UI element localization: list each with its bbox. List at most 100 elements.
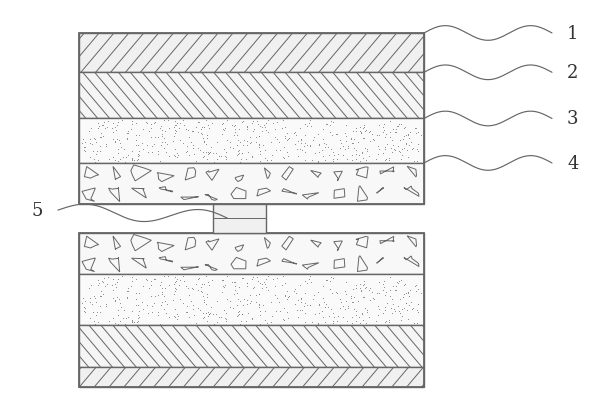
Point xyxy=(168,139,178,145)
Bar xyxy=(213,204,266,233)
Point xyxy=(327,290,337,297)
Point xyxy=(200,281,209,288)
Point xyxy=(188,302,198,309)
Point xyxy=(258,281,267,287)
Point xyxy=(127,118,136,125)
Point xyxy=(127,318,136,324)
Point xyxy=(403,316,413,323)
Point xyxy=(368,136,377,143)
Point xyxy=(128,148,138,155)
Point xyxy=(358,126,368,132)
Point xyxy=(207,277,216,283)
Point xyxy=(242,281,251,287)
Point xyxy=(310,151,319,157)
Point xyxy=(291,133,300,139)
Point xyxy=(343,303,353,310)
Point xyxy=(170,274,179,281)
Point xyxy=(144,285,154,292)
Point xyxy=(319,299,329,306)
Point xyxy=(120,159,130,166)
Point xyxy=(222,137,231,144)
Point xyxy=(364,314,373,321)
Point xyxy=(104,156,114,163)
Point xyxy=(255,148,264,155)
Point xyxy=(91,140,101,146)
Point xyxy=(260,308,270,315)
Point xyxy=(349,299,358,306)
Point xyxy=(156,142,166,149)
Point xyxy=(230,291,239,297)
Point xyxy=(169,152,179,159)
Point xyxy=(99,291,108,298)
Point xyxy=(298,147,307,154)
Point xyxy=(160,298,170,305)
Point xyxy=(182,303,191,309)
Point xyxy=(295,282,305,288)
Point xyxy=(300,300,310,306)
Point xyxy=(350,306,359,312)
Point xyxy=(120,321,130,328)
Point xyxy=(370,137,379,144)
Point xyxy=(142,142,152,149)
Point xyxy=(301,319,310,326)
Point xyxy=(237,151,247,157)
Point xyxy=(254,302,264,309)
Point xyxy=(359,281,369,288)
Point xyxy=(254,304,263,311)
Point xyxy=(373,144,382,150)
Point xyxy=(261,120,270,127)
Point xyxy=(90,137,100,143)
Point xyxy=(254,291,264,298)
Point xyxy=(230,126,240,133)
Point xyxy=(261,127,271,134)
Point xyxy=(413,308,422,315)
Point xyxy=(296,137,306,143)
Point xyxy=(141,276,150,282)
Point xyxy=(90,295,100,301)
Point xyxy=(131,297,141,303)
Point xyxy=(300,303,309,309)
Point xyxy=(379,310,388,317)
Point xyxy=(108,130,118,136)
Point xyxy=(399,133,408,140)
Point xyxy=(159,146,169,152)
Point xyxy=(266,319,276,326)
Point xyxy=(133,156,142,163)
Point xyxy=(127,278,137,285)
Point xyxy=(237,311,246,317)
Point xyxy=(328,156,338,163)
Point xyxy=(254,145,263,151)
Point xyxy=(379,281,388,288)
Point xyxy=(95,144,105,150)
Point xyxy=(84,285,94,292)
Point xyxy=(298,307,307,314)
Point xyxy=(103,274,112,281)
Text: 4: 4 xyxy=(567,155,578,173)
Point xyxy=(242,138,252,145)
Point xyxy=(242,124,251,130)
Point xyxy=(346,135,356,142)
Point xyxy=(186,139,196,146)
Point xyxy=(89,293,99,300)
Point xyxy=(211,150,221,157)
Point xyxy=(263,158,272,164)
Point xyxy=(153,134,163,141)
Point xyxy=(306,279,316,286)
Point xyxy=(150,276,159,282)
Point xyxy=(150,276,160,282)
Point xyxy=(153,151,163,158)
Point xyxy=(351,312,361,319)
Point xyxy=(284,135,294,142)
Point xyxy=(236,139,245,146)
Point xyxy=(409,320,419,327)
Point xyxy=(184,128,193,134)
Point xyxy=(190,151,199,158)
Point xyxy=(188,146,197,152)
Point xyxy=(85,299,94,306)
Point xyxy=(301,157,310,164)
Point xyxy=(138,283,148,290)
Point xyxy=(395,148,404,155)
Point xyxy=(185,314,194,320)
Point xyxy=(221,149,230,156)
Point xyxy=(172,276,182,282)
